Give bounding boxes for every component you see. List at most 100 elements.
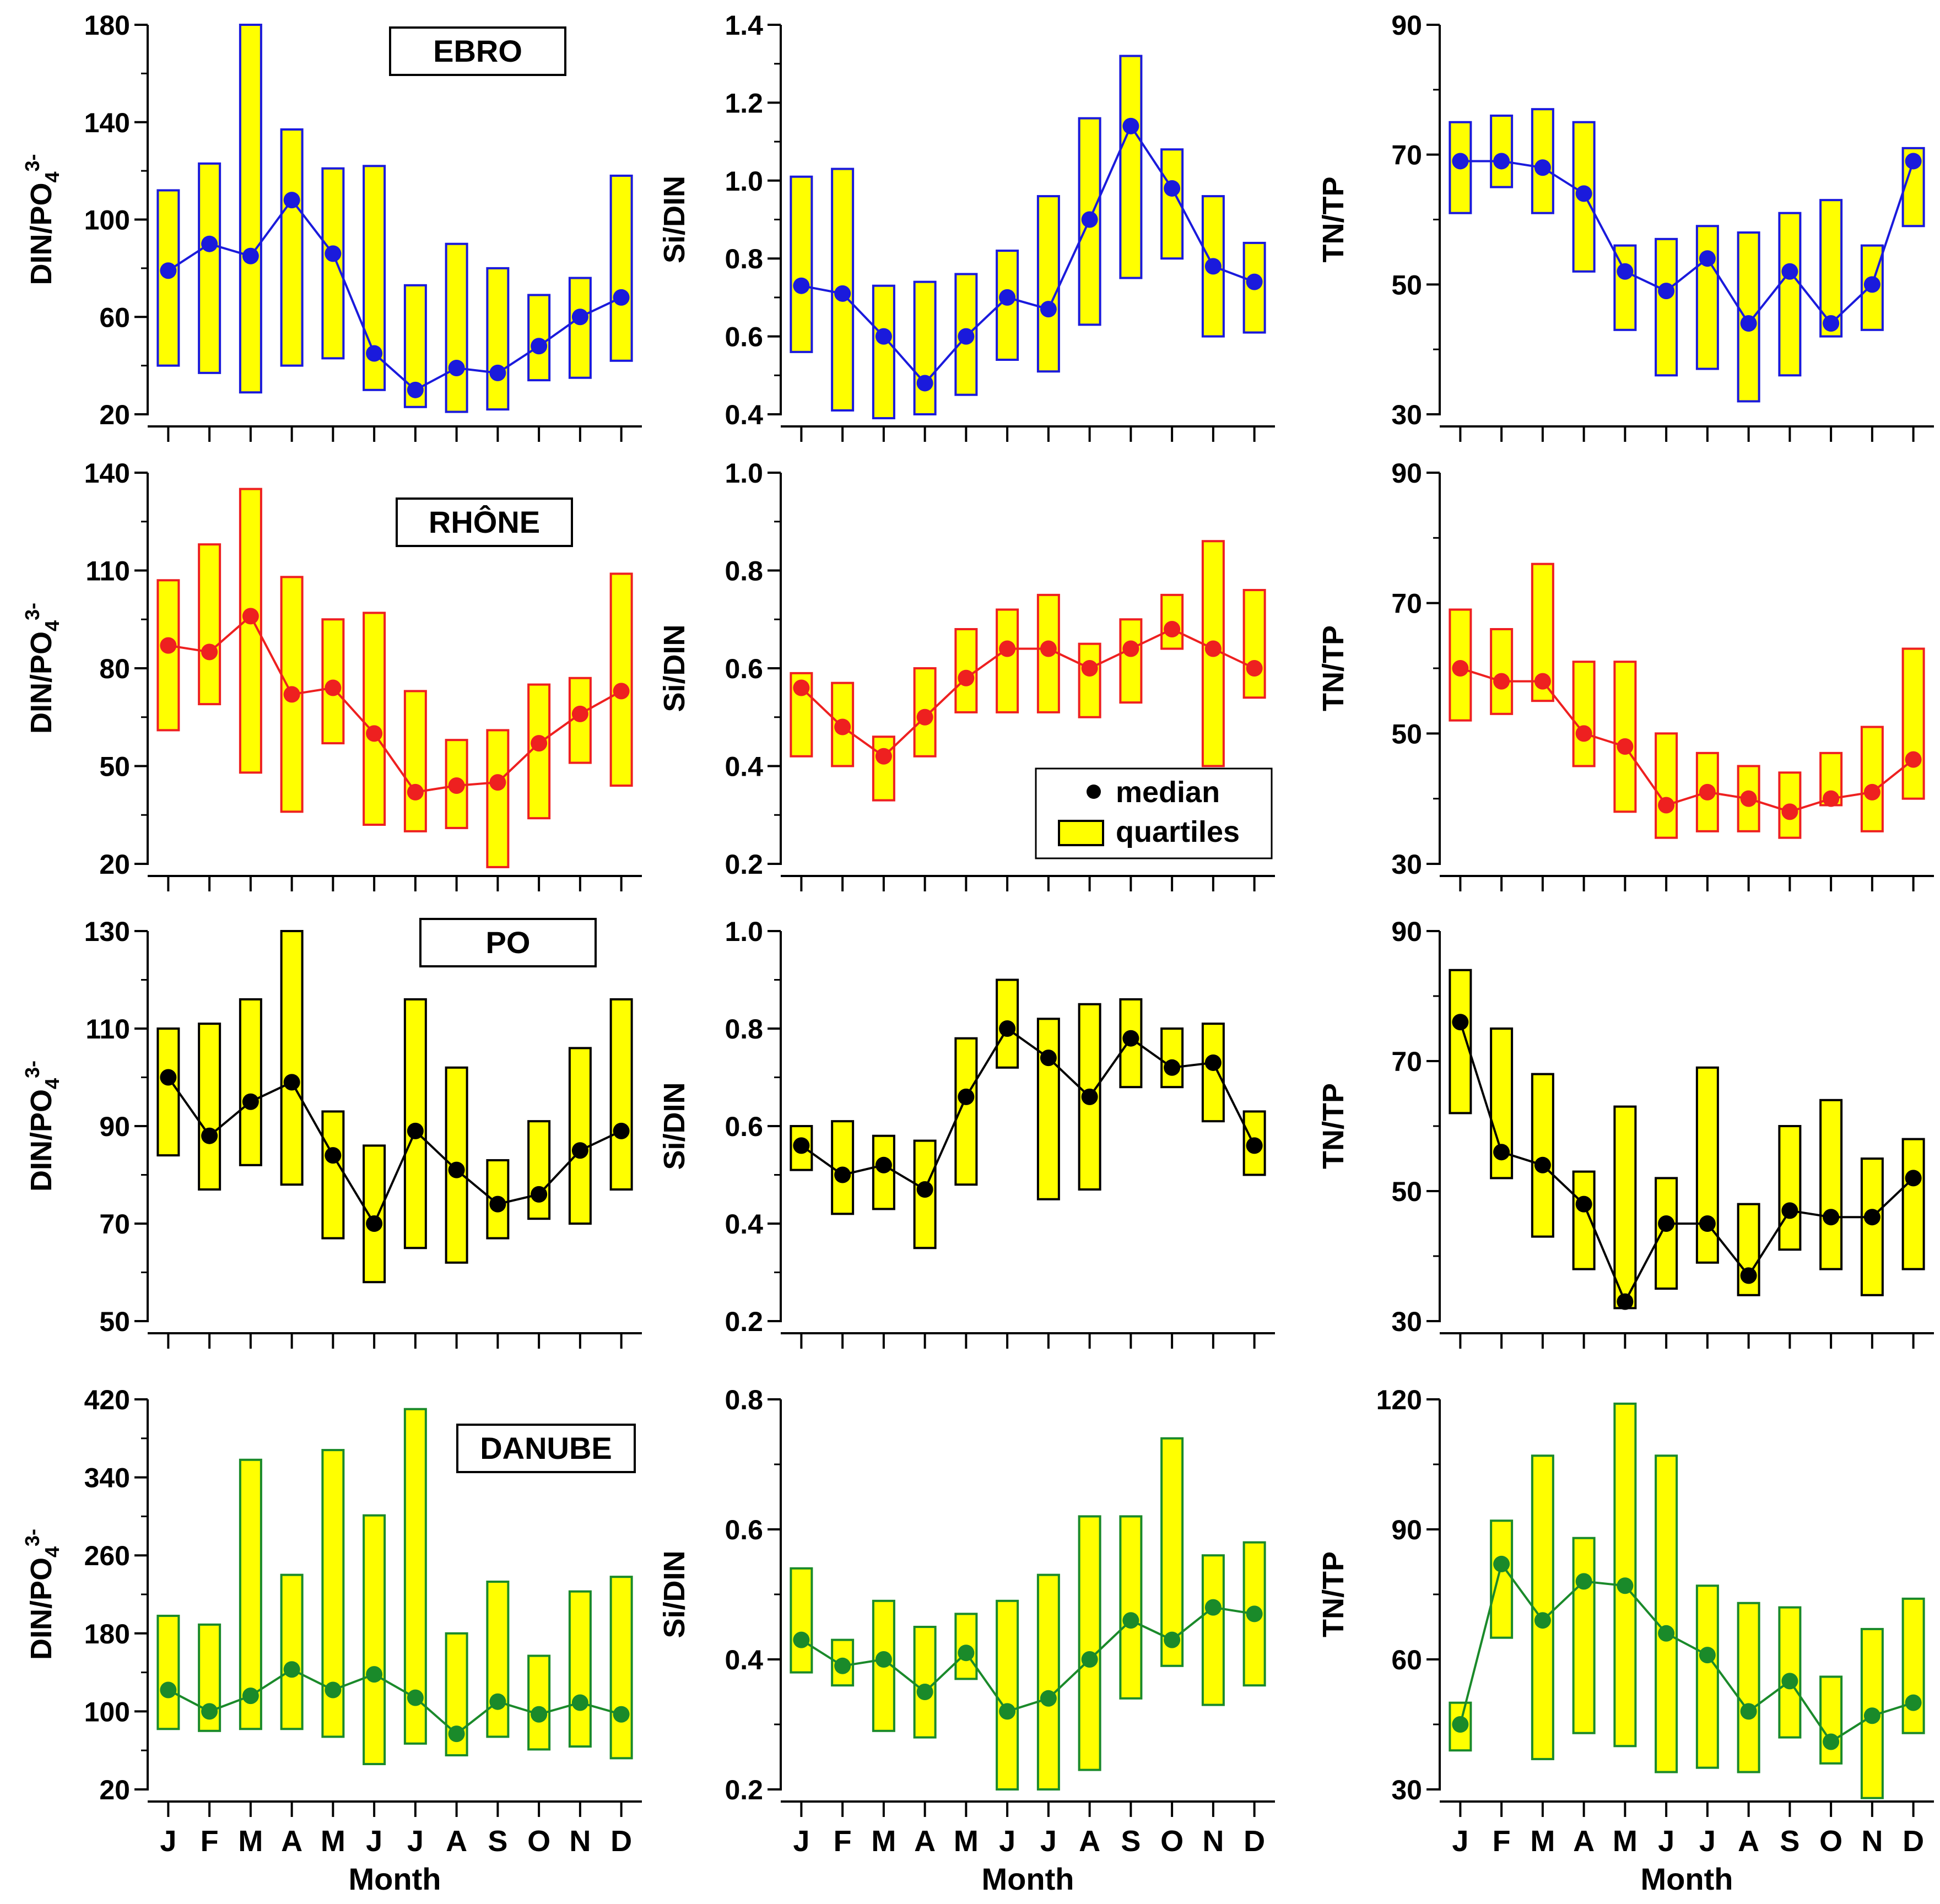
river-label-box — [456, 1424, 636, 1473]
quartile-bar — [996, 608, 1019, 713]
month-tick-label: D — [1244, 1825, 1265, 1858]
median-point — [1740, 1703, 1757, 1720]
median-point — [1905, 153, 1922, 170]
panel-ebro-dinpo: 20 60 100 140 180 DIN/PO43- EBRO — [21, 10, 642, 442]
y-tick-label: 340 — [84, 1463, 130, 1494]
median-point — [1823, 1209, 1840, 1226]
river-label-box — [389, 26, 566, 76]
median-point — [1040, 1050, 1057, 1067]
median-point — [1081, 1651, 1098, 1668]
quartile-bar — [1572, 661, 1596, 767]
median-point — [160, 1681, 177, 1699]
median-point — [916, 1684, 933, 1700]
median-point — [1204, 1599, 1222, 1616]
y-tick-label: 90 — [1391, 916, 1422, 947]
median-point — [1164, 180, 1181, 197]
y-tick-label: 420 — [84, 1384, 130, 1415]
quartile-bar — [527, 683, 551, 820]
median-line — [168, 614, 622, 794]
median-line — [801, 1606, 1255, 1713]
median-point — [613, 289, 630, 306]
month-tick-label: A — [1573, 1825, 1595, 1858]
median-point — [1534, 1612, 1551, 1629]
quartile-bar — [1655, 237, 1678, 377]
quartile-bar — [1695, 1584, 1719, 1769]
month-tick-label: J — [793, 1825, 809, 1858]
y-tick-label: 260 — [84, 1540, 130, 1571]
panel-po-tntp: 30 50 70 90 TN/TP — [1317, 916, 1934, 1349]
median-line — [801, 1027, 1256, 1191]
y-tick-label: 110 — [85, 556, 130, 587]
median-point — [1452, 660, 1469, 677]
quartile-bar — [1078, 1515, 1101, 1771]
median-point — [1781, 803, 1798, 820]
month-tick-label: A — [1738, 1825, 1759, 1858]
y-tick-label: 50 — [1391, 1176, 1422, 1207]
median-point — [1740, 1267, 1757, 1284]
y-tick-label: 140 — [84, 458, 130, 489]
y-tick-label: 50 — [99, 1306, 130, 1337]
median-point — [875, 1156, 892, 1173]
y-tick-label: 100 — [84, 1696, 130, 1727]
median-point — [1040, 1690, 1057, 1707]
y-tick-label: 30 — [1391, 849, 1422, 880]
median-point — [366, 1215, 383, 1232]
median-point — [958, 1088, 975, 1105]
y-tick-label: 0.6 — [725, 1111, 763, 1142]
median-point — [1452, 153, 1469, 170]
quartile-bar — [1201, 1554, 1225, 1706]
month-tick-label: M — [871, 1825, 896, 1858]
median-point — [1534, 673, 1551, 690]
panel-po-dinpo: 50 70 90 110 130 DIN/PO43- PO — [21, 916, 642, 1349]
month-tick-label: D — [610, 1825, 632, 1858]
median-point — [613, 683, 630, 700]
median-point — [489, 1693, 506, 1710]
median-point — [1204, 258, 1222, 275]
quartile-bar — [1490, 1519, 1514, 1639]
quartile-bar — [527, 1654, 551, 1751]
median-point — [283, 1074, 300, 1091]
y-tick-label: 0.8 — [725, 1014, 763, 1045]
quartile-bar — [790, 175, 813, 353]
quartile-bar — [1531, 1454, 1554, 1760]
median-point — [571, 309, 588, 326]
quartile-bar — [1819, 1099, 1843, 1270]
quartile-bar — [445, 242, 468, 413]
median-point — [1081, 211, 1098, 228]
y-tick-label: 90 — [1391, 10, 1422, 41]
y-tick-label: 0.8 — [725, 1384, 763, 1415]
quartile-bar — [486, 267, 510, 411]
median-point — [958, 1645, 975, 1662]
month-tick-label: F — [834, 1825, 852, 1858]
quartile-bar — [1655, 1454, 1678, 1773]
quartile-bar — [321, 1110, 345, 1240]
quartile-bar — [403, 690, 427, 832]
median-point — [1781, 1673, 1798, 1690]
median-point — [160, 637, 177, 654]
river-label: EBRO — [433, 34, 522, 68]
median-point — [1246, 1137, 1263, 1154]
median-point — [1246, 660, 1263, 677]
y-tick-label: 1.0 — [725, 166, 763, 197]
median-point — [1575, 1196, 1592, 1213]
month-tick-label: J — [407, 1825, 424, 1858]
quartile-bar — [156, 1614, 180, 1730]
median-point — [1905, 1170, 1922, 1187]
y-tick-label: 100 — [84, 205, 130, 236]
month-tick-label: J — [160, 1825, 176, 1858]
y-tick-label: 120 — [1376, 1384, 1422, 1415]
median-point — [531, 338, 548, 355]
y-tick-label: 90 — [99, 1111, 130, 1142]
median-point — [242, 1687, 259, 1705]
median-point — [325, 679, 342, 696]
median-line — [167, 198, 622, 392]
median-point — [448, 1726, 465, 1743]
panel-rhne-dinpo: 20 50 80 110 140 DIN/PO43- RHÔNE — [21, 458, 642, 891]
median-point — [1493, 673, 1510, 690]
median-point — [201, 235, 218, 252]
river-label-box — [396, 497, 573, 547]
quartile-bar — [790, 1567, 813, 1674]
median-point — [1164, 1631, 1181, 1648]
